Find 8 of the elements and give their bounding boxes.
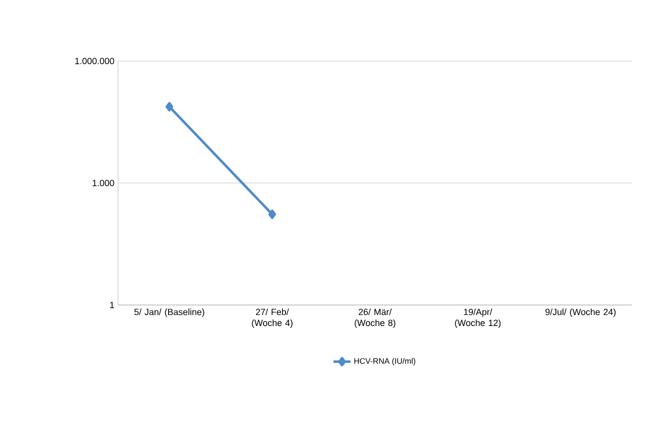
y-tick-label: 1 [110, 302, 114, 308]
x-tick-label: 27/ Feb/ (Woche 4) [252, 308, 292, 328]
x-tick-label: 9/Jul/ (Woche 24) [545, 308, 616, 317]
x-tick-label: 26/ Mär/ (Woche 8) [354, 308, 396, 328]
y-tick-label: 1.000.000 [75, 58, 114, 64]
x-tick-label: 19/Apr/ (Woche 12) [455, 308, 501, 328]
x-tick-label: 5/ Jan/ (Baseline) [134, 308, 204, 317]
y-tick-label: 1.000 [92, 180, 114, 186]
